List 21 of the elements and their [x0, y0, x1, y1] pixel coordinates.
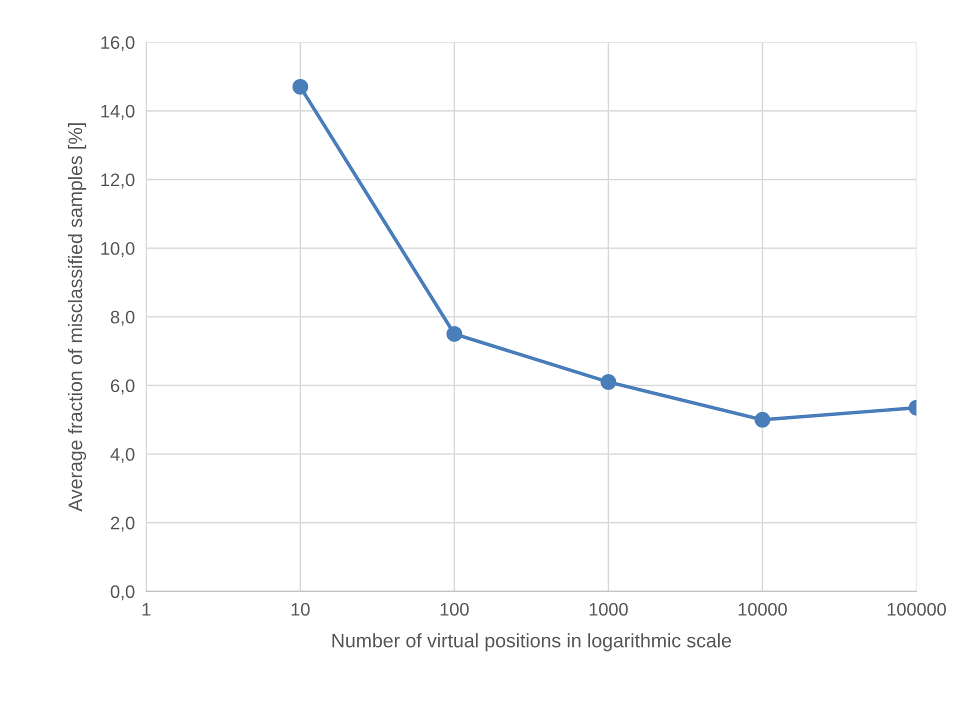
- point: [600, 374, 616, 390]
- x-axis-title: Number of virtual positions in logarithmic scale: [332, 633, 731, 652]
- point: [446, 326, 462, 342]
- x-tick-label: 1000: [590, 602, 628, 616]
- y-tick-label: 2,0: [110, 516, 134, 532]
- y-tick-label: 16,0: [101, 36, 134, 52]
- y-tick-label: 10,0: [101, 242, 134, 258]
- y-tick-label: 12,0: [101, 173, 134, 188]
- x-tick-label: 1: [142, 603, 150, 616]
- point: [292, 78, 308, 95]
- y-tick-label: 6,0: [110, 379, 134, 394]
- y-tick-label: 4,0: [110, 448, 134, 463]
- y-axis-title: Average fraction of misclassified samples [%]: [68, 123, 86, 512]
- y-tick-label: 14,0: [101, 104, 134, 120]
- x-tick-label: 100: [440, 602, 469, 616]
- y-tick-label: 8,0: [110, 310, 134, 326]
- x-tick-label: 10000: [738, 602, 787, 616]
- point: [754, 412, 770, 428]
- x-tick-label: 100000: [888, 602, 946, 616]
- y-tick-label: 0,0: [110, 585, 134, 600]
- x-tick-label: 10: [292, 602, 310, 616]
